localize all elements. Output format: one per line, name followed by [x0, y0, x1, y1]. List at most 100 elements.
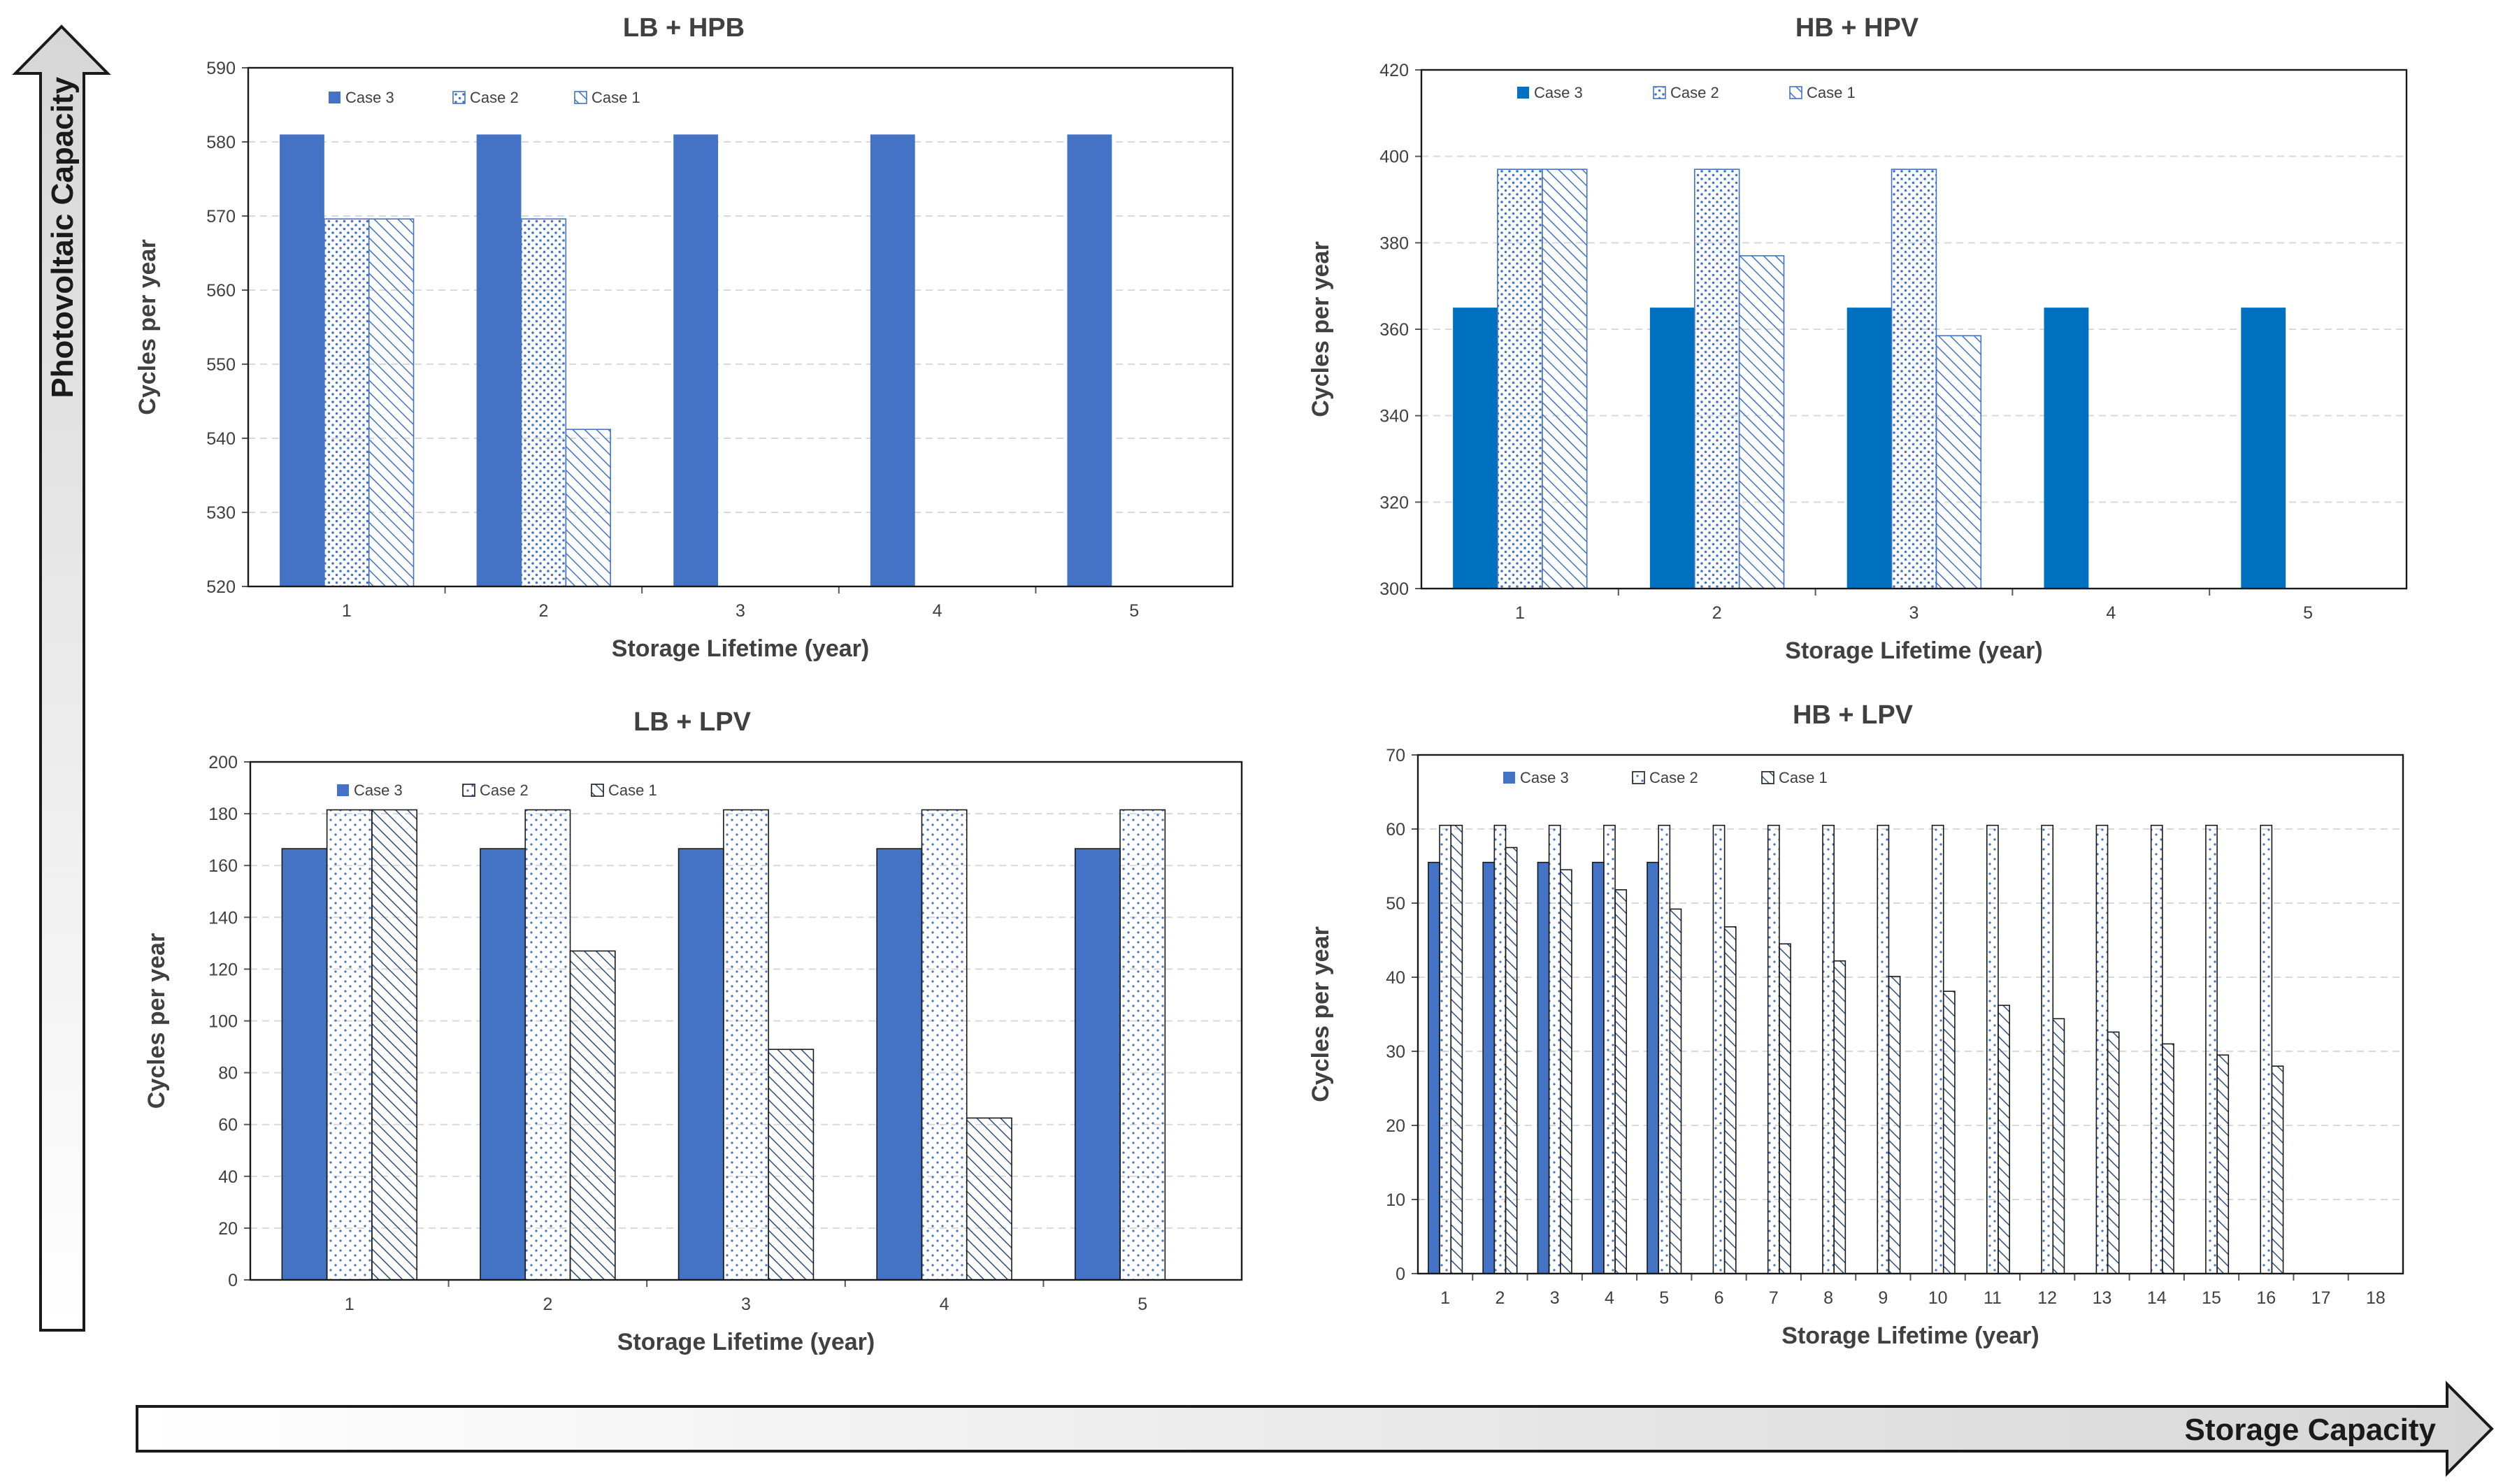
plot-frame — [1417, 754, 2404, 1275]
bar-case-2-year-12 — [2041, 824, 2054, 1274]
x-tick-label: 8 — [1823, 1288, 1833, 1308]
x-tick-label: 3 — [1909, 603, 1919, 623]
bar-case-2-year-2 — [1493, 824, 1507, 1274]
bar-case-3-year-2 — [1649, 308, 1695, 589]
bar-case-3-year-4 — [1591, 861, 1605, 1274]
x-tick-label: 2 — [1712, 603, 1722, 623]
y-axis-label: Cycles per year — [1307, 926, 1334, 1102]
x-arrow-label: Storage Capacity — [2185, 1413, 2437, 1447]
y-tick-label: 320 — [1379, 493, 1409, 512]
chart-lb-hpb: LB + HPB 520 530 540 550 560 570 580 590 1 2 3 4 5 Sto… — [134, 13, 1234, 662]
x-tick-label: 15 — [2202, 1288, 2221, 1308]
bar-case-3-year-3 — [1537, 861, 1550, 1274]
bar-case-1-year-2 — [565, 428, 611, 587]
bar-case-2-year-3 — [1548, 824, 1561, 1274]
x-axis-label: Storage Lifetime (year) — [617, 1329, 875, 1355]
x-tick-label: 1 — [1440, 1288, 1450, 1308]
legend-label: Case 2 — [1670, 84, 1719, 101]
vertical-arrow-shape — [12, 24, 111, 1332]
y-tick-label: 60 — [1386, 820, 1405, 840]
plot-frame — [249, 761, 1243, 1281]
x-tick-label: 7 — [1769, 1288, 1779, 1308]
bar-case-3-year-1 — [1453, 308, 1498, 589]
y-tick-label: 10 — [1386, 1190, 1405, 1210]
legend-swatch-case-1 — [574, 91, 587, 104]
photovoltaic-capacity-arrow: Photovoltaic Capacity — [12, 24, 111, 1332]
bar-case-3-year-5 — [1067, 134, 1112, 586]
chart-title: HB + HPV — [1795, 13, 1919, 43]
bar-case-3-year-2 — [480, 848, 526, 1281]
bar-case-2-year-3 — [723, 809, 769, 1281]
bar-case-1-year-7 — [1779, 943, 1791, 1274]
bar-case-1-year-1 — [1450, 824, 1463, 1274]
bar-case-1-year-2 — [1738, 255, 1785, 589]
plot-frame — [247, 66, 1234, 588]
x-tick-label: 4 — [1605, 1288, 1614, 1308]
y-tick-label: 590 — [206, 59, 236, 78]
y-tick-label: 200 — [208, 753, 238, 772]
y-tick-label: 120 — [208, 960, 238, 979]
x-tick-label: 1 — [342, 601, 352, 621]
bar-case-3-year-4 — [876, 848, 923, 1281]
y-tick-label: 570 — [206, 207, 236, 226]
legend-swatch-case-1 — [1789, 86, 1802, 99]
legend-label: Case 3 — [1534, 84, 1583, 101]
y-tick-label: 380 — [1379, 233, 1409, 253]
bar-case-1-year-6 — [1723, 926, 1737, 1274]
x-axis-label: Storage Lifetime (year) — [1781, 1323, 2039, 1349]
legend-swatch-case-3 — [329, 92, 340, 103]
x-tick-label: 1 — [345, 1295, 354, 1314]
bar-case-2-year-1 — [1497, 168, 1543, 589]
chart-title: HB + LPV — [1793, 700, 1914, 730]
y-tick-label: 30 — [1386, 1042, 1405, 1062]
x-tick-label: 12 — [2037, 1288, 2057, 1308]
legend-label: Case 2 — [480, 781, 529, 799]
y-tick-label: 360 — [1379, 320, 1409, 340]
legend-swatch-case-2 — [1653, 86, 1666, 99]
y-tick-label: 40 — [218, 1167, 238, 1187]
y-tick-label: 530 — [206, 503, 236, 523]
bar-case-1-year-2 — [569, 950, 616, 1281]
bar-case-2-year-2 — [520, 218, 567, 587]
y-tick-label: 140 — [208, 908, 238, 928]
bar-case-2-year-15 — [2205, 824, 2218, 1274]
x-axis-label: Storage Lifetime (year) — [1785, 637, 2042, 664]
chart-title: LB + HPB — [623, 13, 745, 43]
y-tick-label: 0 — [1396, 1265, 1405, 1284]
bar-case-2-year-6 — [1712, 824, 1726, 1274]
legend-label: Case 2 — [470, 89, 519, 106]
x-tick-label: 5 — [1138, 1295, 1147, 1314]
bar-case-2-year-5 — [1119, 809, 1166, 1281]
bar-case-3-year-2 — [1482, 861, 1496, 1274]
plot-frame — [1420, 69, 2408, 590]
bar-case-1-year-3 — [1559, 869, 1572, 1274]
y-tick-label: 520 — [206, 577, 236, 597]
x-tick-label: 17 — [2311, 1288, 2331, 1308]
bar-case-3-year-3 — [677, 848, 724, 1281]
bar-case-2-year-13 — [2095, 824, 2109, 1274]
x-tick-label: 10 — [1928, 1288, 1948, 1308]
y-tick-label: 580 — [206, 133, 236, 152]
bar-case-1-year-8 — [1833, 960, 1846, 1274]
bar-case-2-year-14 — [2150, 824, 2163, 1274]
bar-case-3-year-1 — [281, 848, 328, 1281]
bar-case-1-year-11 — [1998, 1004, 2010, 1274]
bar-case-1-year-4 — [1614, 889, 1628, 1274]
y-tick-label: 60 — [218, 1116, 238, 1135]
y-tick-label: 560 — [206, 281, 236, 301]
legend-label: Case 3 — [354, 781, 403, 799]
x-tick-label: 1 — [1515, 603, 1525, 623]
legend-swatch-case-3 — [337, 784, 349, 796]
y-tick-label: 160 — [208, 856, 238, 876]
bar-case-1-year-1 — [1542, 168, 1588, 589]
x-tick-label: 11 — [1984, 1288, 2002, 1308]
y-tick-label: 0 — [228, 1271, 238, 1290]
bar-case-3-year-3 — [673, 134, 719, 586]
bar-case-3-year-1 — [1428, 861, 1440, 1274]
x-tick-label: 4 — [940, 1295, 949, 1314]
x-tick-label: 3 — [736, 601, 745, 621]
legend-label: Case 1 — [1779, 769, 1828, 786]
bar-case-2-year-5 — [1658, 824, 1671, 1274]
